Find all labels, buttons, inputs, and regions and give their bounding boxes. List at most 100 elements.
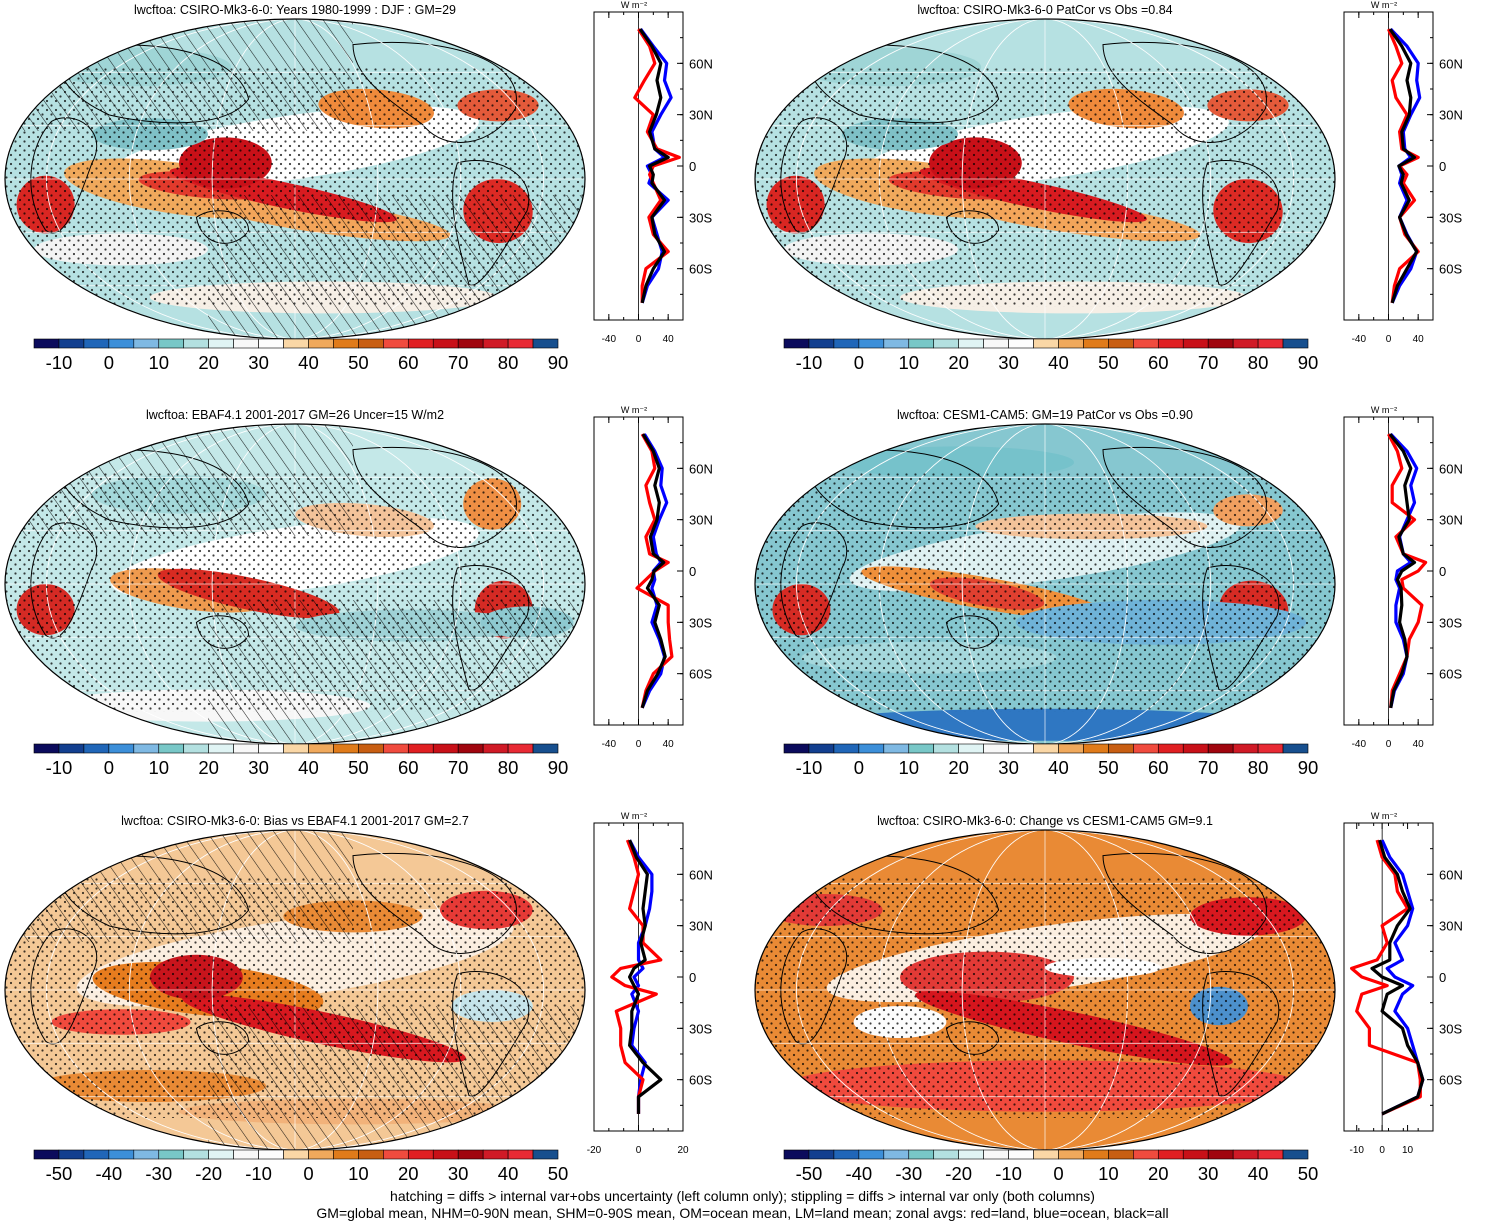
colorbar-label: 90 [548,352,569,373]
lat-tick-label: 30S [689,210,712,225]
map-field [755,830,1335,1150]
colorbar-swatch [283,743,309,754]
colorbar-swatch [457,338,484,349]
lat-tick-label: 30N [689,919,713,934]
lat-tick-label: 0 [689,159,696,174]
colorbar-swatch [507,743,534,754]
colorbar-label: 30 [998,352,1019,373]
colorbar-swatch [358,338,384,349]
hatching [208,1006,585,1150]
hatching [5,19,353,131]
lat-tick-label: 60N [689,461,713,476]
colorbar-swatch [1157,338,1184,349]
lat-tick-label: 60S [689,262,712,277]
colorbar-label: -50 [46,1163,73,1184]
colorbar-label: 60 [1148,757,1169,778]
colorbar-swatch [1232,743,1259,754]
x-tick-label: 40 [663,739,675,750]
panel-4: lwcftoa: CESM1-CAM5: GM=19 PatCor vs Obs… [754,405,1463,778]
stippling [755,472,1335,712]
colorbar-label: 70 [448,352,469,373]
colorbar-swatch [83,743,110,754]
colorbar: -10 0 10 20 30 40 50 60 70 80 90 [783,743,1318,778]
colorbar-label: 40 [498,1163,519,1184]
zonal-line-land [610,839,663,1114]
colorbar-swatch [883,1149,910,1160]
colorbar-swatch [958,338,984,349]
colorbar-swatch [808,338,835,349]
x-tick-label: 40 [1413,334,1425,345]
units-label: W m⁻² [621,0,647,10]
colorbar-swatch [1058,743,1084,754]
lat-tick-label: 60N [1439,867,1463,882]
colorbar-label: 70 [1198,352,1219,373]
colorbar: -10 0 10 20 30 40 50 60 70 80 90 [33,743,568,778]
colorbar-swatch [1033,1149,1059,1160]
colorbar-swatch [1182,338,1209,349]
colorbar-swatch [33,1149,60,1160]
colorbar-swatch [1058,338,1084,349]
colorbar-swatch [1133,743,1159,754]
x-tick-label: 20 [677,1145,689,1156]
colorbar-swatch [283,1149,309,1160]
colorbar-swatch [383,743,409,754]
lat-tick-label: 30N [689,108,713,123]
colorbar-label: 90 [1298,352,1319,373]
colorbar-swatch [958,743,984,754]
colorbar-label: -10 [245,1163,272,1184]
colorbar-swatch [833,743,860,754]
zonal-line-all [640,433,667,709]
colorbar-label: 20 [198,757,219,778]
panel-5: lwcftoa: CSIRO-Mk3-6-0: Bias vs EBAF4.1 … [4,811,713,1184]
colorbar-swatch [258,743,284,754]
colorbar-label: 20 [1148,1163,1169,1184]
colorbar-swatch [1008,1149,1034,1160]
colorbar-swatch [1133,338,1159,349]
colorbar-swatch [258,338,284,349]
colorbar-swatch [432,743,459,754]
colorbar-label: -20 [195,1163,222,1184]
colorbar-label: 20 [198,352,219,373]
colorbar-label: -10 [796,352,823,373]
colorbar-swatch [33,743,60,754]
colorbar-swatch [108,743,135,754]
colorbar-swatch [133,338,160,349]
colorbar-label: 10 [898,352,919,373]
colorbar-label: 60 [398,352,419,373]
colorbar-label: 10 [348,1163,369,1184]
colorbar-swatch [532,1149,559,1160]
panel-3: lwcftoa: EBAF4.1 2001-2017 GM=26 Uncer=1… [4,405,713,778]
colorbar-label: 50 [1298,1163,1319,1184]
colorbar-swatch [1157,743,1184,754]
colorbar-swatch [133,743,160,754]
colorbar-swatch [908,1149,935,1160]
zonal-line-all [638,28,670,304]
x-tick-label: -10 [1349,1145,1364,1156]
colorbar-swatch [983,743,1009,754]
colorbar-label: 10 [148,757,169,778]
map-field [755,424,1335,744]
colorbar-swatch [1207,743,1234,754]
colorbar-swatch [1232,338,1259,349]
colorbar-swatch [183,1149,209,1160]
zonal-line-ocean [1380,839,1425,1116]
zonal-mean-panel: -20 0 20 W m⁻² 60N 30N 0 30S 60S [587,811,713,1156]
hatching [5,830,353,942]
colorbar-label: 30 [448,1163,469,1184]
colorbar-swatch [283,338,309,349]
colorbar-swatch [1033,743,1059,754]
colorbar-label: -30 [895,1163,922,1184]
zonal-mean-panel: -40 0 40 W m⁻² 60N 30N 0 30S 60S [1343,0,1463,345]
zonal-mean-panel: -40 0 40 W m⁻² 60N 30N 0 30S 60S [593,0,713,345]
colorbar-swatch [407,1149,434,1160]
zonal-mean-panel: -40 0 40 W m⁻² 60N 30N 0 30S 60S [593,405,713,750]
colorbar-swatch [958,1149,984,1160]
hatching [5,424,353,536]
panel-title: lwcftoa: CESM1-CAM5: GM=19 PatCor vs Obs… [897,408,1193,422]
colorbar-label: 20 [948,757,969,778]
colorbar-label: 20 [398,1163,419,1184]
colorbar-label: 80 [1248,352,1269,373]
lat-tick-label: 60S [689,1073,712,1088]
units-label: W m⁻² [1371,0,1397,10]
lat-tick-label: 30S [689,615,712,630]
